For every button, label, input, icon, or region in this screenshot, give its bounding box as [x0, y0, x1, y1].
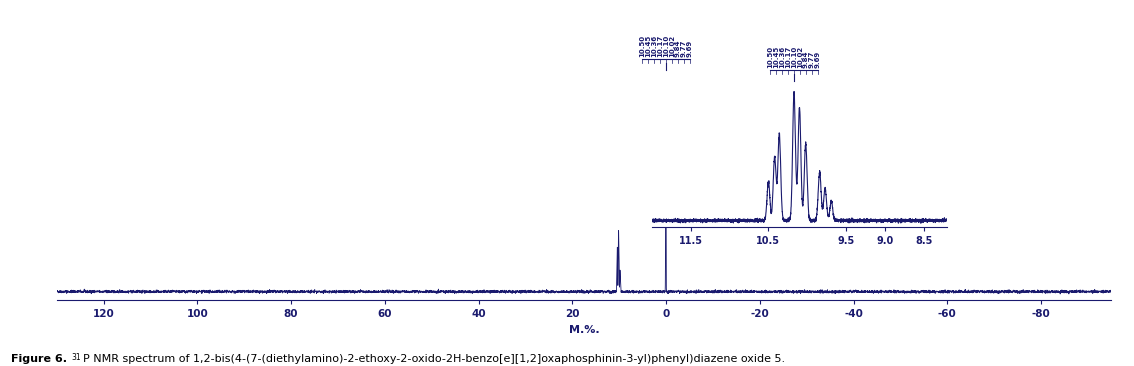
Text: 9.77: 9.77 — [680, 40, 687, 57]
X-axis label: M.%.: M.%. — [568, 325, 600, 335]
Text: 10.17: 10.17 — [657, 34, 663, 57]
Text: 10.50: 10.50 — [768, 46, 773, 68]
Text: 31: 31 — [71, 352, 81, 362]
Text: 10.36: 10.36 — [779, 46, 785, 68]
Text: 9.84: 9.84 — [675, 39, 680, 57]
Text: 10.50: 10.50 — [640, 35, 645, 57]
Text: 9.69: 9.69 — [686, 40, 693, 57]
Text: 10.36: 10.36 — [651, 35, 658, 57]
Text: P NMR spectrum of 1,2-bis(4-(7-(diethylamino)-2-ethoxy-2-oxido-2H-benzo[e][1,2]o: P NMR spectrum of 1,2-bis(4-(7-(diethyla… — [83, 354, 785, 364]
Text: 9.69: 9.69 — [814, 51, 821, 68]
Text: 10.45: 10.45 — [773, 45, 779, 68]
Text: 10.02: 10.02 — [797, 46, 803, 68]
Text: 9.84: 9.84 — [803, 50, 809, 68]
Text: 10.17: 10.17 — [785, 45, 792, 68]
Text: 10.10: 10.10 — [663, 34, 669, 57]
Text: 9.77: 9.77 — [809, 51, 814, 68]
Text: 10.02: 10.02 — [669, 35, 675, 57]
Text: 10.10: 10.10 — [792, 45, 797, 68]
Text: Figure 6.: Figure 6. — [11, 354, 71, 364]
Text: 10.45: 10.45 — [645, 34, 651, 57]
